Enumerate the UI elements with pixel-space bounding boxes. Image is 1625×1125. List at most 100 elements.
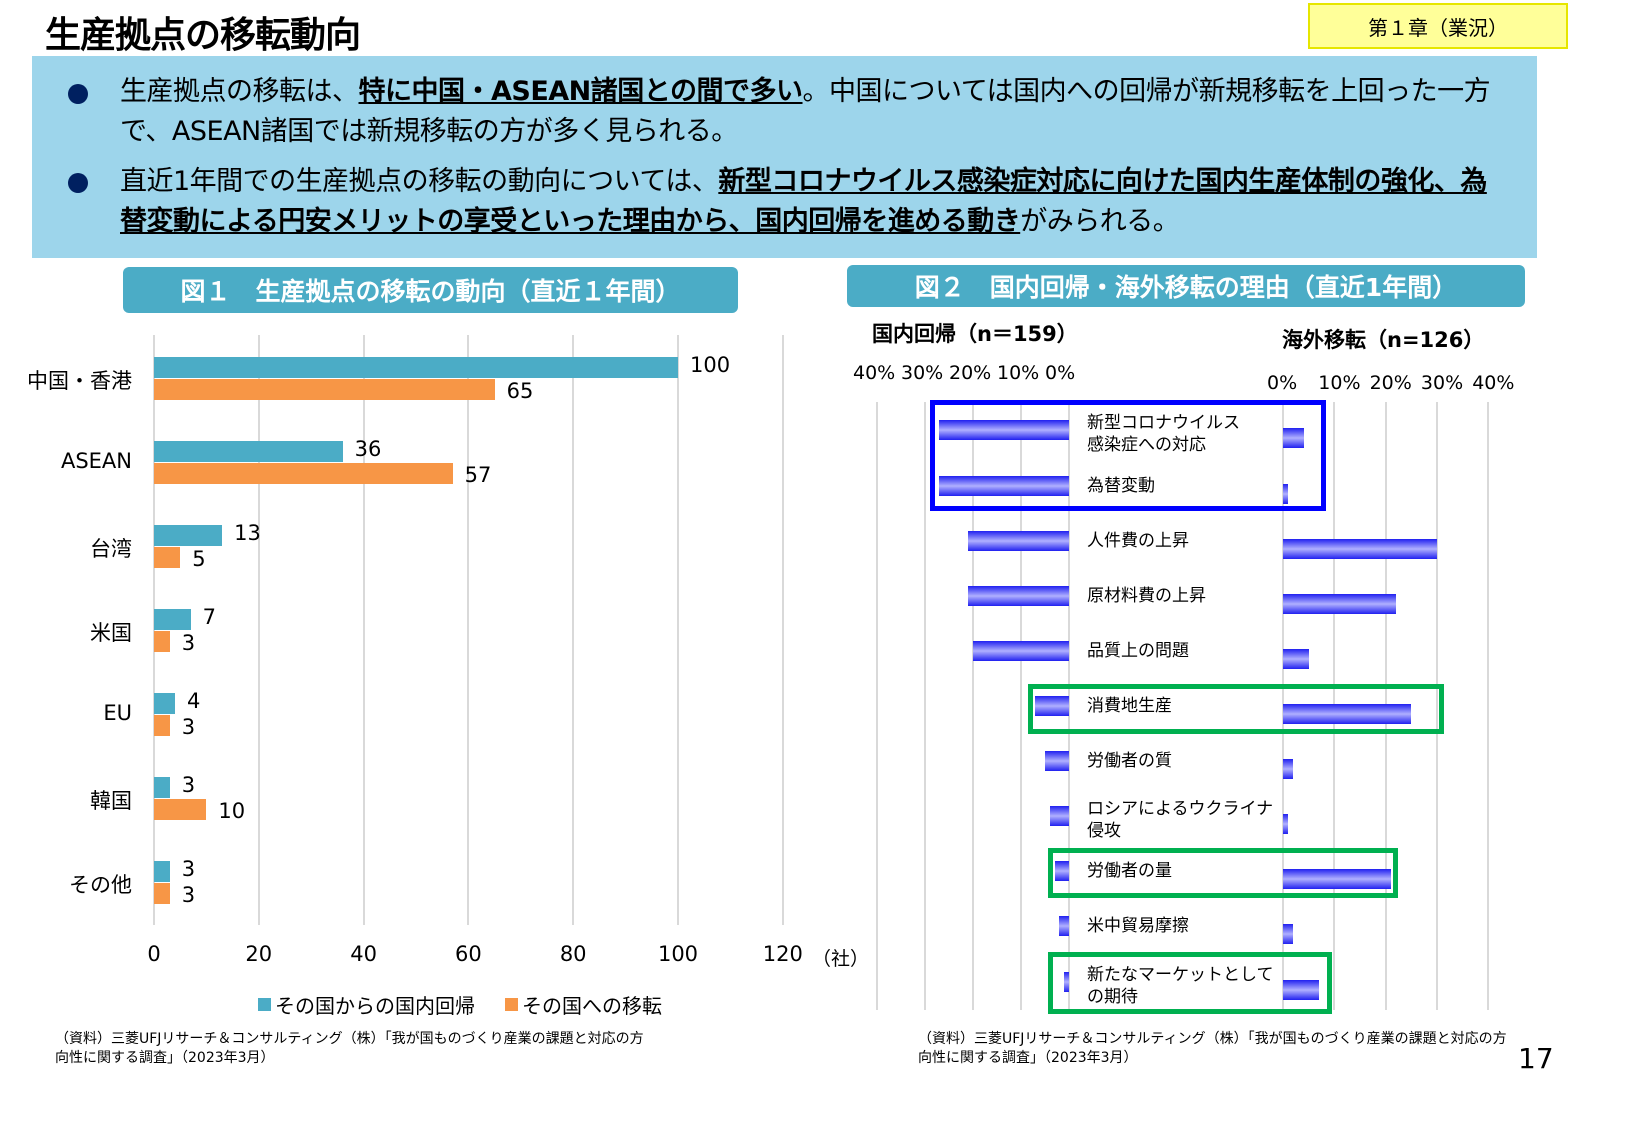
reason-label: 品質上の問題 [1087,641,1189,661]
x-tick-label: 120 [762,942,803,966]
reason-label: 労働者の量 [1087,861,1172,881]
data-label: 7 [202,605,217,629]
right-axis-tick: 10% [1318,372,1361,394]
highlight-box-green [1048,952,1332,1014]
data-label: 10 [218,799,246,823]
right-axis-tick: 40% [1472,372,1515,394]
reason-label: 原材料費の上昇 [1087,586,1206,606]
bar-return [154,861,170,882]
bar-overseas-relocation [1283,924,1294,944]
highlight-box-green [1028,684,1444,734]
legend-swatch [505,998,518,1011]
x-unit-label: （社） [812,948,870,970]
category-label: 台湾 [90,537,132,561]
data-label: 3 [181,857,196,881]
data-label: 57 [464,463,492,487]
overseas-relocation-title: 海外移転（n=126） [1282,328,1485,352]
gridline [1068,402,1070,1010]
reason-label: ロシアによるウクライナ 侵攻 [1087,799,1274,841]
gridline [153,335,155,925]
bar-domestic-return [1049,806,1069,826]
category-label: 中国・香港 [27,369,132,393]
bar-relocation [154,379,495,400]
data-label: 3 [181,631,196,655]
summary-paragraph-1: 生産拠点の移転は、特に中国・ASEAN諸国との間で多い。中国については国内への回… [120,72,1510,152]
bullet-icon [68,173,88,193]
bar-overseas-relocation [1283,594,1396,614]
figure2-source: （資料）三菱UFJリサーチ＆コンサルティング（株）「我が国ものづくり産業の課題と… [918,1031,1507,1066]
bar-overseas-relocation [1283,759,1294,779]
bar-overseas-relocation [1283,869,1391,889]
gridline [572,335,575,925]
summary-paragraph-2: 直近1年間での生産拠点の移転の動向については、新型コロナウイルス感染症対応に向け… [120,162,1510,242]
category-label: その他 [69,873,132,897]
bar-overseas-relocation [1283,539,1437,559]
legend-label: その国からの国内回帰 [275,994,475,1018]
data-label: 3 [181,773,196,797]
legend-label: その国への移転 [522,994,662,1018]
gridline [257,335,260,925]
text: 生産拠点の移転は、 [120,76,359,107]
bullet-icon [68,84,88,104]
data-label: 5 [192,547,206,571]
gridline [924,402,926,1010]
data-label: 3 [181,715,196,739]
bar-relocation [154,463,453,484]
x-tick-label: 60 [455,942,482,966]
page-title: 生産拠点の移転動向 [45,15,361,56]
reason-label: 消費地生産 [1087,696,1172,716]
legend-item: その国への移転 [505,990,662,1019]
gridline [1487,402,1490,1010]
gridline [972,402,974,1010]
left-axis-tick: 20% [949,362,992,384]
bar-domestic-return [939,476,1069,496]
category-label: ASEAN [60,449,132,473]
bar-overseas-relocation [1283,980,1319,1000]
reason-label: 新たなマーケットとして の期待 [1087,965,1274,1007]
bar-return [154,525,223,546]
emphasis: 特に中国・ASEAN諸国との間で多い [358,76,804,107]
x-tick-label: 100 [657,942,699,966]
bar-domestic-return [1059,916,1069,936]
gridline [1435,402,1438,1010]
left-axis-tick: 0% [1045,362,1076,384]
text: 。中国については国内への回帰が新規移転を上回った一方で、ASEAN諸国では新規移… [120,76,1491,147]
reason-label: 米中貿易摩擦 [1087,916,1189,936]
x-tick-label: 0 [147,942,161,966]
left-axis-tick: 10% [997,362,1040,384]
bar-overseas-relocation [1283,484,1289,504]
bar-relocation [154,631,170,652]
x-tick-label: 40 [350,942,377,966]
bar-return [154,609,191,630]
figure1-source: （資料）三菱UFJリサーチ＆コンサルティング（株）「我が国ものづくり産業の課題と… [55,1031,644,1066]
data-label: 3 [181,883,196,907]
legend-item: その国からの国内回帰 [258,990,475,1019]
bar-relocation [154,547,181,568]
bar-domestic-return [1045,751,1069,771]
gridline [467,335,470,925]
gridline [781,335,784,925]
x-tick-label: 20 [245,942,273,966]
summary-box [32,56,1537,258]
gridline [876,402,878,1010]
bar-return [154,357,678,378]
highlight-box-green [1048,848,1398,898]
bar-domestic-return [968,586,1069,606]
bar-relocation [154,883,170,904]
bar-domestic-return [1064,972,1069,992]
bar-return [154,441,343,462]
chapter-badge: 第１章（業況） [1308,3,1568,49]
emphasis: 新型コロナウイルス感染症対応に向けた国内生産体制の強化、為替変動による円安メリッ… [120,166,1487,237]
right-axis-tick: 20% [1369,372,1412,394]
bar-domestic-return [968,531,1069,551]
bar-relocation [154,715,170,736]
category-label: 米国 [90,621,132,645]
right-axis-tick: 30% [1420,372,1464,394]
text: がみられる。 [1020,206,1180,237]
gridline [677,335,679,925]
bar-relocation [154,799,207,820]
domestic-return-title: 国内回帰（n＝159） [872,322,1078,346]
bar-domestic-return [939,420,1069,440]
figure2-header: 図２ 国内回帰・海外移転の理由（直近1年間） [847,265,1525,307]
data-label: 13 [234,521,261,545]
